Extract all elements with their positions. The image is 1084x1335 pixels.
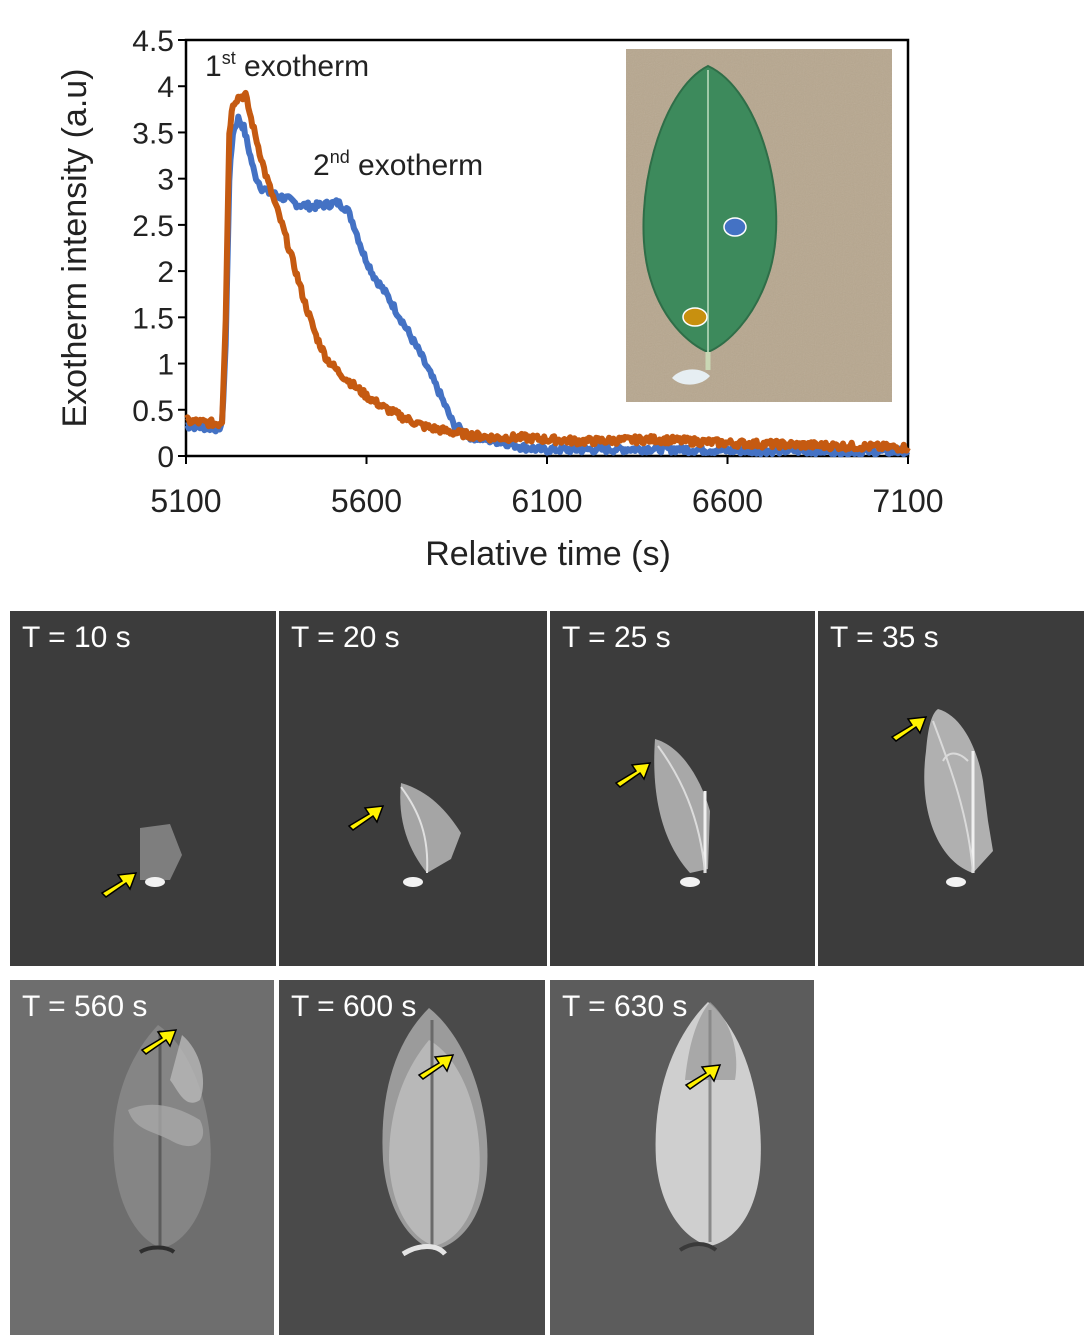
leaf-thermal-image — [614, 739, 710, 887]
y-tick-label: 2 — [157, 256, 174, 289]
y-tick-label: 3.5 — [132, 117, 174, 150]
leaf-thermal-image — [655, 1002, 761, 1252]
panel-time-label: T = 35 s — [830, 621, 939, 654]
yellow-arrow-icon — [140, 1029, 178, 1055]
leaf-thermal-image — [382, 1008, 488, 1257]
yellow-arrow-icon — [100, 872, 138, 898]
series-line-2 — [184, 89, 911, 454]
panel-time-label: T = 20 s — [291, 621, 400, 654]
series-layer — [184, 89, 911, 458]
yellow-arrow-icon — [614, 762, 652, 788]
leaf-thermal-image — [347, 783, 461, 887]
orange-marker — [682, 307, 708, 327]
x-tick-label: 6100 — [511, 483, 582, 519]
thermal-panel-1: T = 10 s — [10, 611, 276, 966]
panel-time-label: T = 600 s — [291, 990, 417, 1023]
second-exotherm-label: 2nd exotherm — [313, 147, 483, 182]
panel-time-label: T = 10 s — [22, 621, 131, 654]
thermal-panel-5: T = 560 s — [10, 980, 274, 1335]
y-tick-label: 3 — [157, 164, 174, 197]
y-tick-label: 4 — [157, 71, 174, 104]
leaf-thermal-image — [113, 1025, 211, 1254]
y-tick-label: 1.5 — [132, 302, 174, 335]
y-tick-label: 2.5 — [132, 210, 174, 243]
y-tick-label: 0 — [157, 441, 174, 474]
y-axis: 0 0.5 1 1.5 2 2.5 3 3.5 4 4.5 — [132, 25, 186, 474]
yellow-arrow-icon — [890, 716, 928, 742]
blue-marker — [723, 217, 747, 237]
panel-time-label: T = 560 s — [22, 990, 148, 1023]
first-exotherm-label: 1st exotherm — [205, 48, 369, 83]
leaf-thermal-image — [100, 824, 182, 898]
y-tick-label: 0.5 — [132, 395, 174, 428]
exotherm-chart: 0 0.5 1 1.5 2 2.5 3 3.5 4 4.5 5100 5600 6100 6600 710… — [56, 25, 944, 573]
panel-time-label: T = 25 s — [562, 621, 671, 654]
series-line-1 — [184, 113, 911, 458]
thermal-panel-7: T = 630 s — [550, 980, 814, 1335]
leaf-photo-inset — [626, 49, 892, 402]
y-axis-label: Exotherm intensity (a.u) — [56, 68, 94, 427]
y-tick-label: 1 — [157, 349, 174, 382]
thermal-panel-3: T = 25 s — [550, 611, 815, 966]
yellow-arrow-icon — [417, 1054, 455, 1080]
x-tick-label: 7100 — [872, 483, 943, 519]
thermal-panel-4: T = 35 s — [818, 611, 1084, 966]
thermal-panel-6: T = 600 s — [279, 980, 545, 1335]
y-tick-label: 4.5 — [132, 25, 174, 58]
thermal-panel-2: T = 20 s — [279, 611, 547, 966]
x-axis: 5100 5600 6100 6600 7100 — [150, 456, 944, 519]
x-axis-label: Relative time (s) — [425, 535, 671, 573]
petiole-ice-icon — [672, 369, 710, 385]
yellow-arrow-icon — [684, 1064, 722, 1090]
yellow-arrow-icon — [347, 805, 385, 831]
x-tick-label: 5100 — [150, 483, 221, 519]
x-tick-label: 5600 — [331, 483, 402, 519]
x-tick-label: 6600 — [692, 483, 763, 519]
leaf-thermal-image — [890, 709, 993, 887]
panel-time-label: T = 630 s — [562, 990, 688, 1023]
